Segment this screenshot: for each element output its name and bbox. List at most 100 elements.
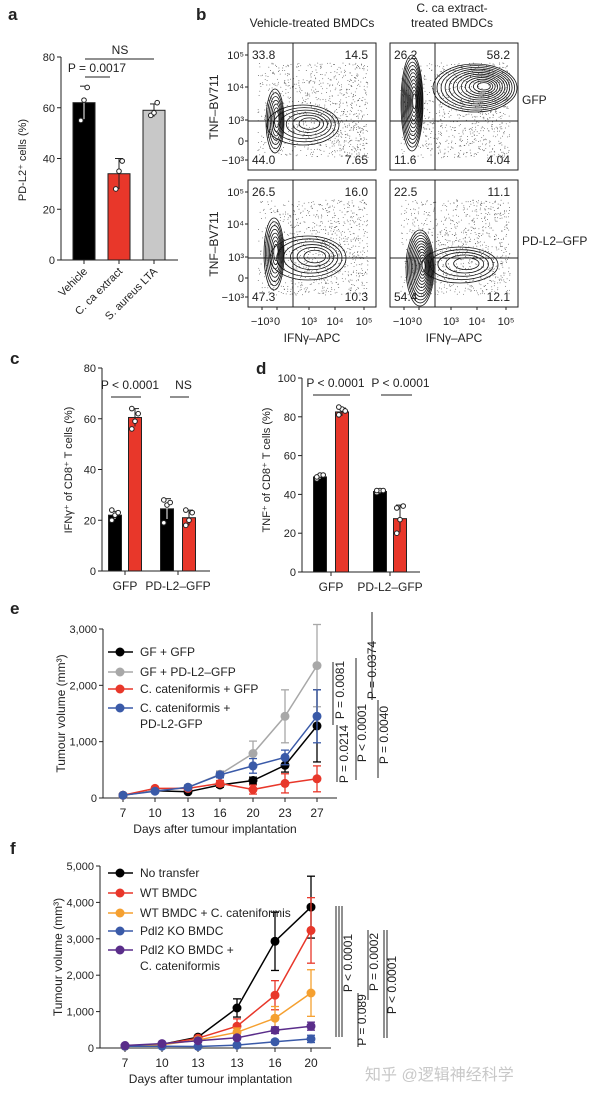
event-dot bbox=[430, 137, 432, 138]
event-dot bbox=[355, 237, 357, 239]
event-dot bbox=[309, 63, 311, 65]
event-dot bbox=[334, 255, 336, 256]
event-dot bbox=[365, 203, 367, 205]
event-dot bbox=[346, 126, 348, 128]
event-dot bbox=[509, 274, 511, 276]
event-dot bbox=[324, 252, 326, 254]
event-dot bbox=[365, 124, 367, 126]
event-dot bbox=[453, 241, 455, 243]
event-dot bbox=[351, 256, 353, 258]
event-dot bbox=[420, 70, 422, 72]
event-dot bbox=[419, 251, 421, 252]
event-dot bbox=[358, 263, 360, 265]
event-dot bbox=[486, 65, 487, 67]
event-dot bbox=[467, 201, 469, 203]
event-dot bbox=[306, 124, 308, 126]
event-dot bbox=[278, 100, 280, 102]
event-dot bbox=[361, 269, 363, 271]
legend-label: Pdl2 KO BMDC + bbox=[140, 943, 234, 957]
event-dot bbox=[330, 290, 332, 292]
event-dot bbox=[334, 89, 336, 91]
event-dot bbox=[492, 229, 494, 231]
event-dot bbox=[303, 251, 305, 253]
event-dot bbox=[271, 97, 273, 99]
event-dot bbox=[352, 146, 354, 148]
event-dot bbox=[412, 222, 414, 224]
y-axis-label: TNF–BV711 bbox=[207, 74, 221, 139]
event-dot bbox=[261, 231, 263, 233]
event-dot bbox=[262, 84, 264, 85]
contour-line bbox=[289, 244, 335, 271]
event-dot bbox=[439, 287, 441, 289]
event-dot bbox=[367, 264, 369, 266]
event-dot bbox=[496, 119, 497, 121]
event-dot bbox=[427, 117, 429, 119]
event-dot bbox=[505, 290, 507, 292]
event-dot bbox=[363, 155, 365, 157]
column-title: C. ca extract- bbox=[416, 1, 487, 15]
event-dot bbox=[333, 103, 335, 105]
event-dot bbox=[364, 208, 366, 209]
quadrant-ll-percent: 54.4 bbox=[394, 290, 418, 304]
event-dot bbox=[310, 89, 312, 91]
event-dot bbox=[259, 211, 261, 213]
event-dot bbox=[317, 260, 318, 262]
event-dot bbox=[486, 276, 488, 278]
event-dot bbox=[483, 285, 485, 287]
y-tick-label: 3,000 bbox=[66, 934, 94, 946]
event-dot bbox=[302, 294, 303, 296]
event-dot bbox=[355, 95, 356, 96]
event-dot bbox=[330, 104, 331, 106]
event-dot bbox=[483, 202, 485, 204]
event-dot bbox=[402, 243, 404, 245]
event-dot bbox=[431, 64, 433, 66]
event-dot bbox=[465, 201, 467, 203]
event-dot bbox=[335, 247, 337, 249]
event-dot bbox=[346, 152, 348, 154]
event-dot bbox=[462, 102, 464, 104]
event-dot bbox=[330, 222, 332, 224]
contour-line bbox=[472, 80, 494, 93]
event-dot bbox=[313, 203, 315, 205]
event-dot bbox=[322, 287, 324, 289]
event-dot bbox=[453, 92, 455, 94]
event-dot bbox=[358, 272, 360, 274]
contour-line bbox=[269, 232, 282, 274]
event-dot bbox=[279, 219, 281, 221]
event-dot bbox=[340, 89, 342, 91]
event-dot bbox=[438, 92, 440, 94]
event-dot bbox=[485, 139, 487, 141]
event-dot bbox=[264, 117, 266, 119]
x-tick-label: 7 bbox=[120, 806, 127, 820]
event-dot bbox=[471, 261, 473, 263]
event-dot bbox=[488, 267, 490, 269]
event-dot bbox=[442, 73, 444, 75]
event-dot bbox=[298, 231, 300, 233]
event-dot bbox=[486, 201, 488, 203]
event-dot bbox=[345, 88, 347, 90]
event-dot bbox=[423, 203, 425, 205]
event-dot bbox=[290, 153, 292, 155]
data-point bbox=[270, 1013, 280, 1023]
event-dot bbox=[284, 82, 286, 84]
event-dot bbox=[446, 64, 448, 66]
event-dot bbox=[468, 101, 470, 103]
event-dot bbox=[509, 252, 511, 254]
event-dot bbox=[350, 240, 352, 242]
event-dot bbox=[494, 64, 496, 66]
event-dot bbox=[499, 112, 501, 114]
event-dot bbox=[320, 144, 322, 145]
event-dot bbox=[339, 209, 341, 211]
data-point bbox=[215, 778, 225, 788]
event-dot bbox=[422, 273, 424, 275]
event-dot bbox=[426, 200, 428, 202]
event-dot bbox=[350, 216, 352, 218]
event-dot bbox=[331, 272, 333, 274]
event-dot bbox=[488, 84, 489, 86]
event-dot bbox=[500, 137, 502, 139]
event-dot bbox=[507, 146, 509, 148]
event-dot bbox=[498, 140, 500, 142]
event-dot bbox=[491, 281, 492, 283]
event-dot bbox=[450, 219, 452, 221]
event-dot bbox=[357, 252, 358, 253]
